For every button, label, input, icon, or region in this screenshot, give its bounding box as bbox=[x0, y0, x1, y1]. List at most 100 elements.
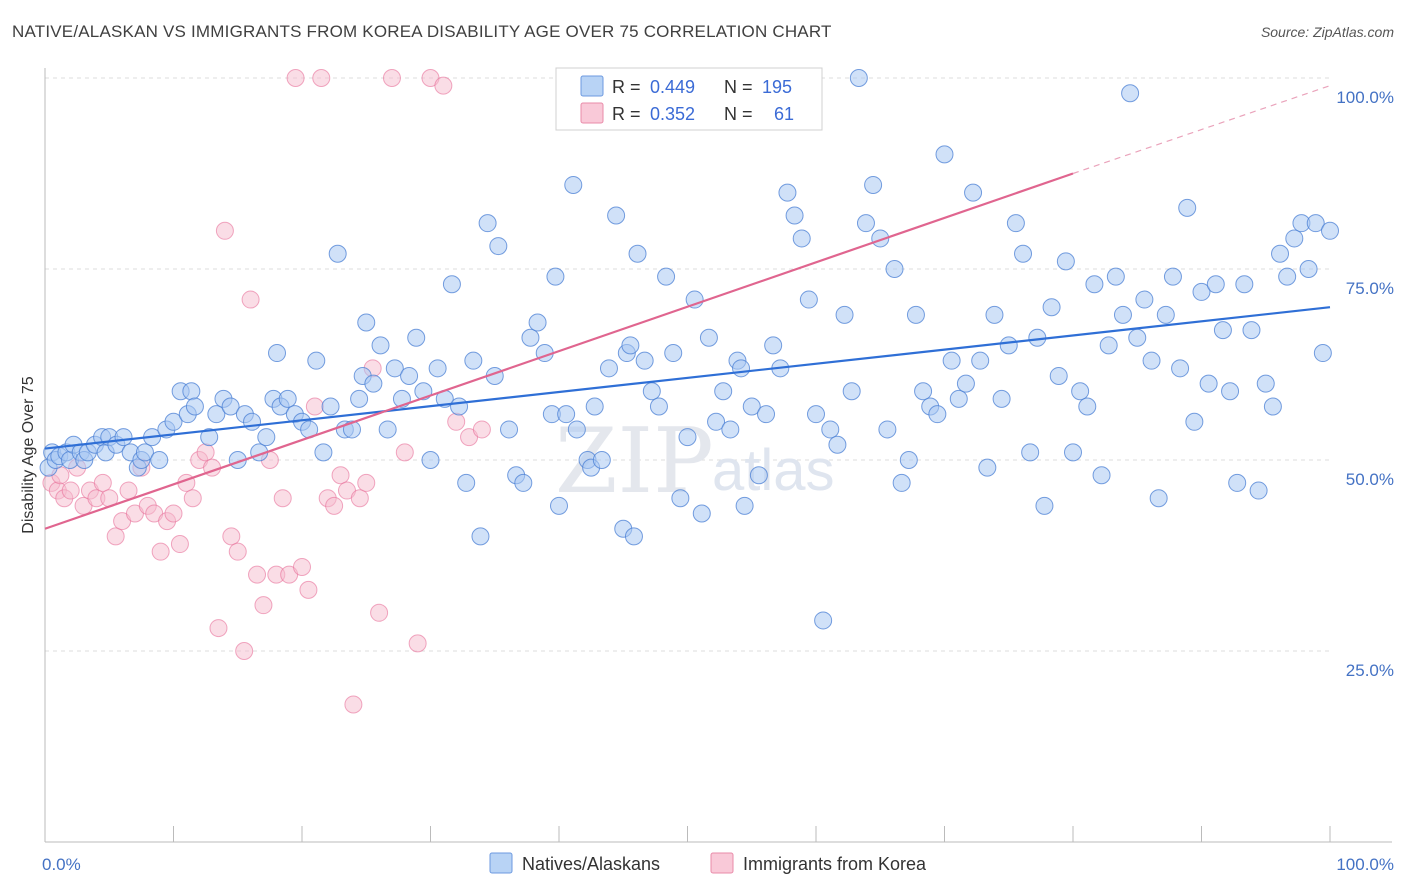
natives-point bbox=[1299, 260, 1318, 278]
natives-point bbox=[450, 397, 469, 416]
natives-point bbox=[992, 389, 1011, 408]
natives-point bbox=[1178, 198, 1197, 217]
korea-point bbox=[472, 420, 491, 439]
legend-swatch-korea bbox=[580, 102, 604, 124]
natives-point bbox=[268, 344, 287, 363]
natives-trend-line bbox=[44, 306, 1331, 450]
natives-point bbox=[828, 435, 847, 454]
korea-point bbox=[395, 443, 414, 462]
natives-point bbox=[1021, 443, 1040, 462]
natives-point bbox=[928, 405, 947, 424]
natives-point bbox=[182, 382, 201, 401]
natives-point bbox=[114, 428, 133, 447]
natives-point bbox=[528, 313, 547, 332]
korea-point bbox=[286, 69, 305, 87]
natives-point bbox=[321, 397, 340, 416]
korea-point bbox=[215, 221, 234, 240]
natives-point bbox=[478, 214, 497, 233]
natives-point bbox=[1135, 290, 1154, 309]
y-tick-label-50: 50.0% bbox=[1346, 470, 1394, 489]
legend-n-label-2: N = bbox=[724, 104, 753, 124]
natives-point bbox=[567, 420, 586, 439]
natives-point bbox=[378, 420, 397, 439]
natives-point bbox=[1092, 466, 1111, 485]
natives-point bbox=[592, 451, 611, 469]
natives-point bbox=[671, 489, 690, 508]
korea-point bbox=[164, 504, 183, 523]
legend-n-label-1: N = bbox=[724, 77, 753, 97]
natives-point bbox=[799, 290, 818, 309]
natives-point bbox=[385, 359, 404, 378]
natives-point bbox=[421, 451, 440, 469]
natives-point bbox=[1249, 481, 1268, 500]
series-natives-points bbox=[39, 69, 1339, 630]
natives-point bbox=[514, 473, 533, 492]
source-label: Source: ZipAtlas.com bbox=[1260, 24, 1394, 40]
natives-point bbox=[1035, 496, 1054, 515]
korea-point bbox=[119, 481, 138, 500]
natives-point bbox=[721, 420, 740, 439]
x-tick-label-100: 100.0% bbox=[1336, 855, 1394, 874]
natives-point bbox=[649, 397, 668, 416]
natives-point bbox=[314, 443, 333, 462]
natives-point bbox=[1235, 275, 1254, 294]
natives-point bbox=[621, 336, 640, 355]
stats-legend: R = 0.449 N = 195 R = 0.352 N = 61 bbox=[555, 67, 823, 131]
x-tick-label-0: 0.0% bbox=[42, 855, 81, 874]
natives-point bbox=[185, 397, 204, 416]
korea-point bbox=[93, 473, 112, 492]
natives-point bbox=[692, 504, 711, 523]
natives-point bbox=[1163, 267, 1182, 286]
natives-point bbox=[935, 145, 954, 164]
natives-point bbox=[585, 397, 604, 416]
legend-r-label-2: R = bbox=[612, 104, 641, 124]
natives-point bbox=[899, 451, 918, 469]
natives-point bbox=[471, 527, 490, 546]
natives-point bbox=[1121, 84, 1140, 103]
natives-point bbox=[1263, 397, 1282, 416]
trend-lines bbox=[44, 85, 1331, 530]
legend-r-label-1: R = bbox=[612, 77, 641, 97]
natives-point bbox=[785, 206, 804, 225]
natives-point bbox=[906, 305, 925, 324]
natives-point bbox=[521, 328, 540, 347]
natives-point bbox=[856, 214, 875, 233]
natives-point bbox=[964, 183, 983, 202]
natives-point bbox=[1321, 221, 1339, 240]
natives-point bbox=[1149, 489, 1168, 508]
natives-point bbox=[635, 351, 654, 370]
natives-point bbox=[1064, 443, 1082, 462]
natives-point bbox=[1014, 244, 1033, 263]
legend-swatch-natives bbox=[580, 75, 604, 97]
natives-point bbox=[1128, 328, 1147, 347]
tick-labels: 25.0% 50.0% 75.0% 100.0% 0.0% 100.0% bbox=[42, 88, 1394, 874]
korea-point bbox=[357, 473, 376, 492]
natives-point bbox=[735, 496, 754, 515]
natives-point bbox=[1256, 374, 1275, 393]
natives-point bbox=[1206, 275, 1225, 294]
natives-point bbox=[1185, 412, 1204, 431]
legend-r-value-2: 0.352 bbox=[650, 104, 695, 124]
natives-point bbox=[328, 244, 347, 263]
natives-point bbox=[999, 336, 1018, 355]
korea-point bbox=[447, 412, 466, 431]
chart-title: NATIVE/ALASKAN VS IMMIGRANTS FROM KOREA … bbox=[12, 22, 832, 41]
natives-point bbox=[892, 473, 911, 492]
natives-point bbox=[749, 466, 768, 485]
bottom-legend-natives: Natives/Alaskans bbox=[522, 854, 660, 874]
natives-point bbox=[557, 405, 576, 424]
natives-point bbox=[978, 458, 997, 477]
natives-point bbox=[1106, 267, 1125, 286]
natives-point bbox=[500, 420, 519, 439]
natives-point bbox=[442, 275, 461, 294]
natives-point bbox=[243, 412, 262, 431]
natives-point bbox=[1049, 366, 1068, 385]
natives-point bbox=[664, 344, 683, 363]
korea-point bbox=[299, 580, 318, 599]
natives-point bbox=[814, 611, 833, 630]
natives-point bbox=[1199, 374, 1218, 393]
natives-point bbox=[1042, 298, 1061, 317]
korea-point bbox=[228, 542, 247, 561]
natives-point bbox=[885, 260, 904, 278]
korea-point bbox=[248, 565, 267, 584]
